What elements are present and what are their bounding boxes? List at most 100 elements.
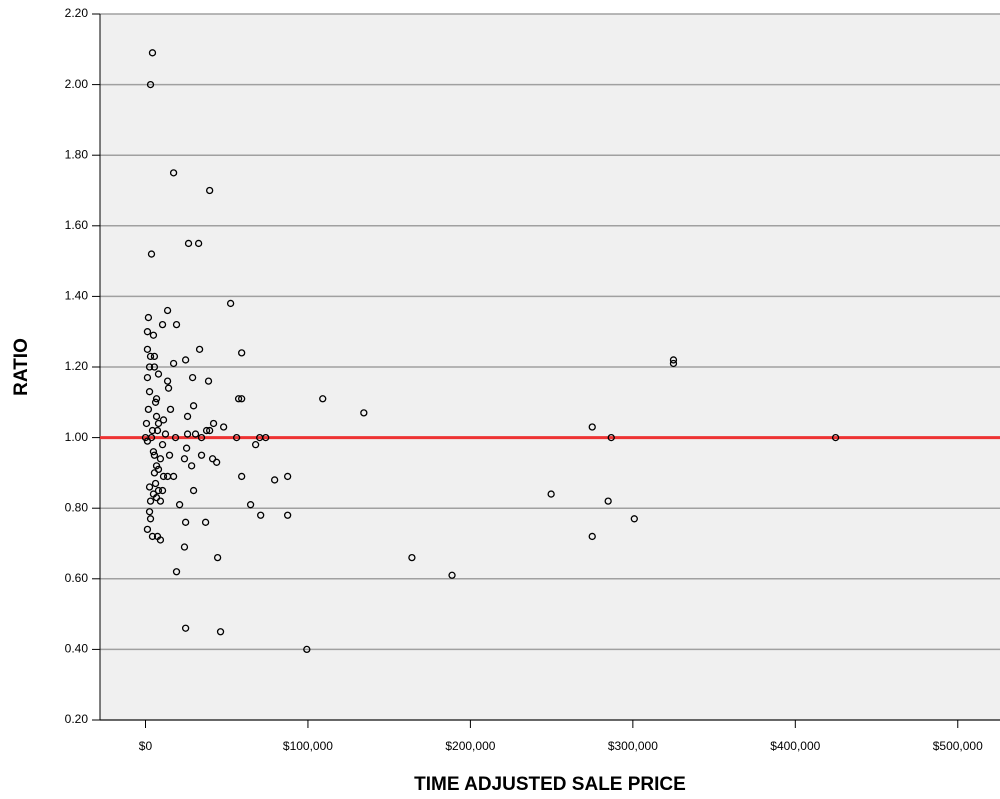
data-point — [148, 49, 157, 57]
data-point — [172, 568, 181, 576]
data-point — [158, 486, 167, 495]
data-point — [194, 239, 203, 248]
data-point — [161, 430, 170, 438]
y-tick-label: 2.20 — [65, 6, 89, 20]
data-point — [216, 628, 225, 636]
data-point — [226, 299, 235, 308]
data-point — [182, 444, 191, 452]
data-point — [630, 515, 638, 523]
data-point — [154, 486, 163, 495]
data-point — [208, 455, 217, 463]
x-axis-title: TIME ADJUSTED SALE PRICE — [414, 774, 686, 795]
data-point — [238, 472, 246, 481]
data-point — [180, 455, 189, 463]
data-point — [183, 430, 192, 438]
data-point — [175, 501, 184, 509]
data-point — [156, 497, 165, 505]
data-point — [319, 395, 327, 403]
data-point — [146, 515, 155, 523]
data-point — [238, 395, 246, 403]
data-point — [156, 536, 165, 544]
data-point — [181, 356, 190, 364]
y-tick-label: 0.60 — [65, 571, 89, 585]
data-point — [144, 313, 153, 322]
data-point — [669, 356, 678, 364]
data-point — [303, 645, 311, 654]
data-point — [166, 405, 175, 414]
data-point — [206, 426, 214, 435]
data-point — [146, 352, 155, 361]
data-point — [547, 490, 555, 498]
data-point — [152, 395, 161, 403]
data-point — [204, 377, 213, 385]
data-point — [150, 469, 159, 477]
data-point — [151, 398, 160, 406]
data-point — [213, 553, 222, 562]
data-point — [219, 423, 228, 431]
data-point — [188, 373, 197, 382]
data-point — [164, 384, 173, 392]
data-point — [234, 395, 243, 403]
data-point — [212, 458, 221, 466]
data-point — [143, 373, 152, 382]
data-point — [588, 423, 596, 431]
data-point — [197, 451, 206, 459]
data-point — [159, 472, 168, 481]
data-point — [152, 462, 161, 470]
y-tick-label: 2.00 — [65, 77, 89, 91]
data-point — [147, 433, 156, 442]
x-tick-label: $500,000 — [933, 739, 983, 753]
data-point — [246, 501, 255, 509]
data-point — [448, 571, 456, 579]
data-point — [604, 497, 612, 505]
data-point — [148, 426, 157, 435]
data-point — [165, 451, 174, 459]
data-point — [209, 419, 218, 428]
data-point — [145, 508, 154, 516]
data-point — [201, 518, 210, 526]
y-tick-label: 1.60 — [65, 218, 89, 232]
data-point — [159, 416, 168, 424]
data-point — [149, 448, 158, 456]
y-tick-label: 0.80 — [65, 500, 89, 514]
data-point — [206, 186, 214, 195]
data-point — [150, 352, 159, 361]
data-point — [146, 80, 155, 89]
y-tick-label: 0.20 — [65, 712, 89, 726]
data-point — [145, 388, 154, 396]
data-point — [142, 419, 151, 428]
data-point — [146, 497, 155, 505]
data-point — [283, 511, 292, 519]
data-point — [156, 455, 165, 463]
data-point — [270, 476, 279, 484]
y-axis-title: RATIO — [11, 338, 32, 396]
data-point — [283, 472, 292, 481]
y-tick-label: 1.80 — [65, 147, 89, 161]
data-point — [189, 402, 198, 410]
x-tick-label: $300,000 — [608, 739, 658, 753]
data-point — [172, 320, 181, 329]
data-point — [147, 250, 156, 258]
data-point — [171, 433, 180, 442]
data-point — [187, 462, 196, 470]
data-point — [181, 624, 190, 632]
data-point — [184, 239, 193, 248]
data-point — [588, 532, 596, 541]
data-point — [669, 359, 678, 368]
data-point — [144, 405, 153, 414]
x-tick-label: $0 — [139, 739, 153, 753]
data-point — [183, 412, 192, 421]
y-tick-label: 1.00 — [65, 430, 89, 444]
data-point — [153, 426, 162, 435]
data-point — [143, 328, 152, 336]
data-point — [143, 437, 152, 445]
data-point — [262, 433, 270, 442]
data-point — [831, 433, 840, 442]
data-point — [232, 433, 241, 442]
data-point — [154, 419, 163, 428]
data-point — [158, 320, 167, 329]
x-tick-label: $200,000 — [445, 739, 495, 753]
data-point — [257, 511, 265, 519]
data-point — [163, 306, 172, 315]
